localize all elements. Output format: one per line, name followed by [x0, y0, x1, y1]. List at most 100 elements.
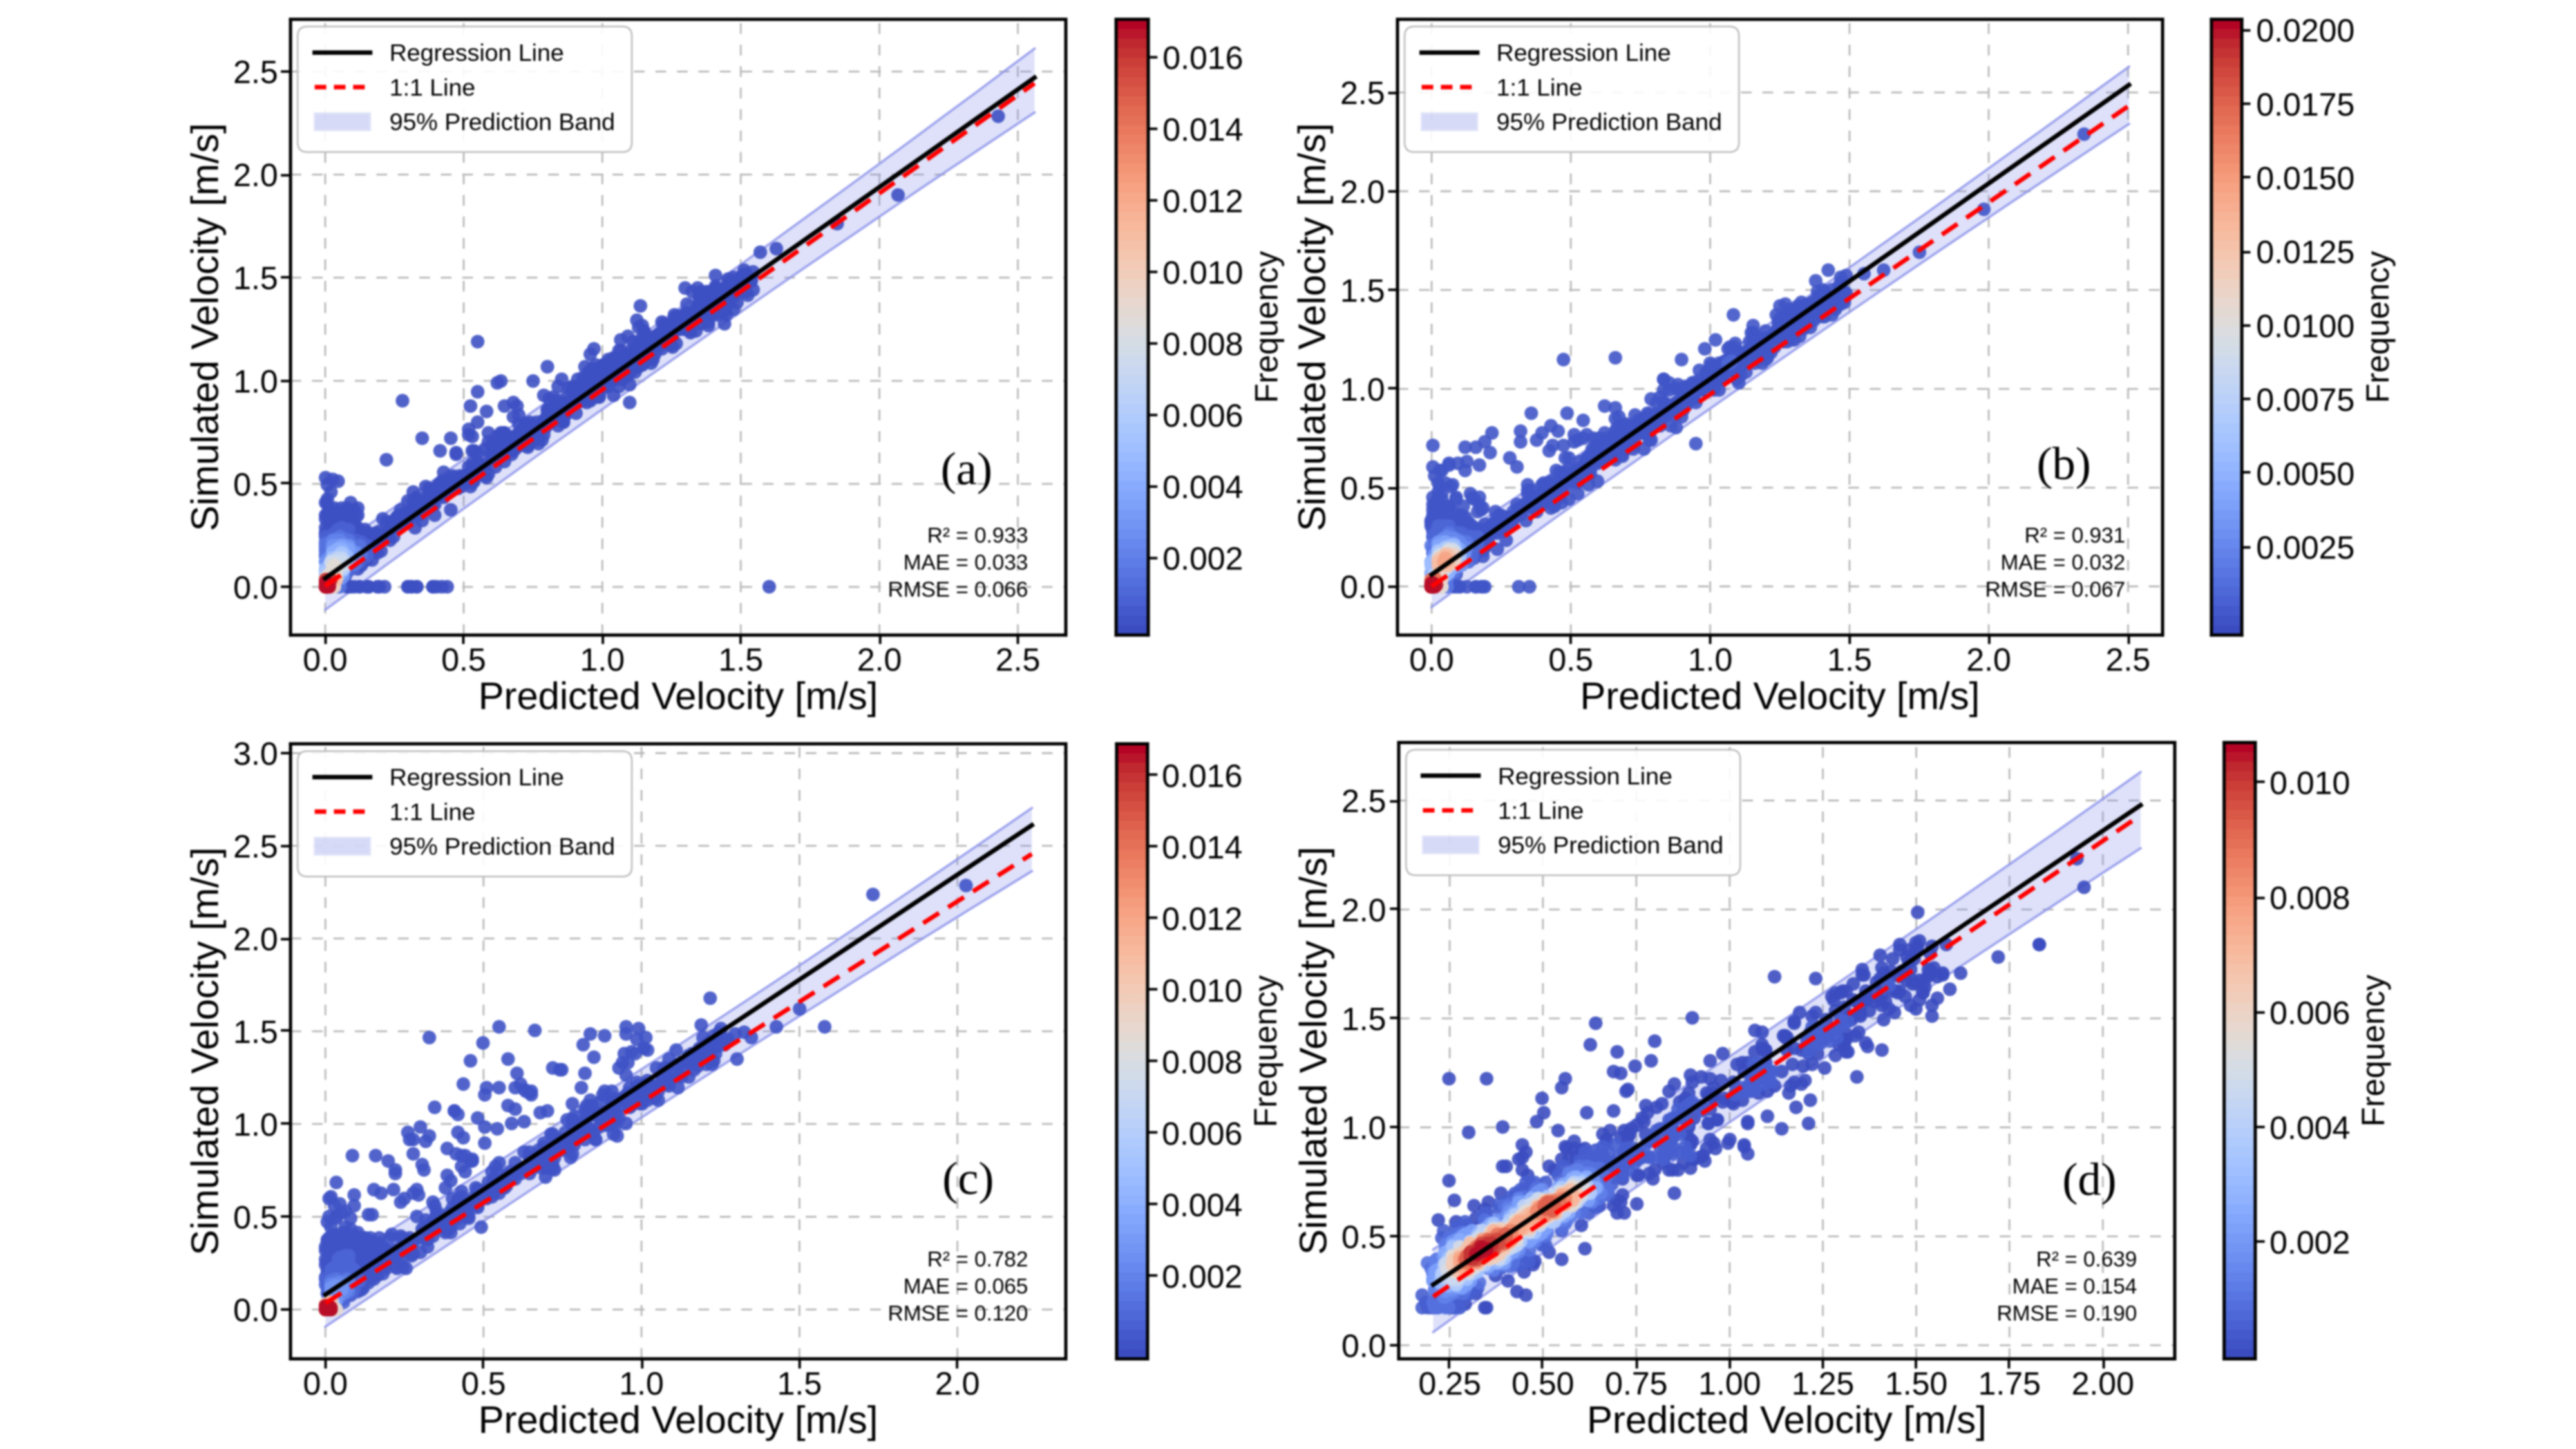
- svg-text:1.0: 1.0: [233, 1106, 278, 1142]
- svg-text:(a): (a): [941, 443, 992, 495]
- svg-text:2.00: 2.00: [2072, 1366, 2134, 1402]
- svg-text:1:1 Line: 1:1 Line: [1498, 797, 1584, 824]
- svg-text:Regression Line: Regression Line: [1497, 39, 1671, 66]
- svg-text:R² = 0.782: R² = 0.782: [927, 1248, 1028, 1272]
- svg-text:2.0: 2.0: [233, 922, 278, 958]
- svg-text:Regression Line: Regression Line: [390, 39, 564, 66]
- svg-text:Frequency: Frequency: [1247, 975, 1283, 1127]
- svg-text:Frequency: Frequency: [2355, 974, 2391, 1126]
- svg-text:2.0: 2.0: [233, 157, 278, 193]
- svg-text:1.00: 1.00: [1698, 1366, 1761, 1402]
- svg-text:0.004: 0.004: [2269, 1110, 2350, 1146]
- svg-text:2.0: 2.0: [1340, 174, 1385, 210]
- svg-text:0.5: 0.5: [1340, 470, 1385, 506]
- svg-text:RMSE = 0.067: RMSE = 0.067: [1985, 578, 2125, 602]
- svg-text:0.0: 0.0: [303, 642, 348, 678]
- svg-text:Simulated Velocity [m/s]: Simulated Velocity [m/s]: [184, 847, 227, 1255]
- svg-text:MAE = 0.154: MAE = 0.154: [2012, 1275, 2137, 1299]
- svg-text:1.0: 1.0: [1341, 1110, 1387, 1146]
- svg-text:1.0: 1.0: [580, 642, 625, 678]
- svg-text:3.0: 3.0: [233, 736, 278, 772]
- svg-text:1.5: 1.5: [1340, 273, 1385, 309]
- svg-text:0.0175: 0.0175: [2256, 86, 2354, 122]
- svg-text:RMSE = 0.190: RMSE = 0.190: [1997, 1302, 2137, 1325]
- svg-text:0.008: 0.008: [2269, 880, 2350, 916]
- svg-text:RMSE = 0.120: RMSE = 0.120: [888, 1302, 1028, 1326]
- svg-text:0.010: 0.010: [1162, 255, 1243, 291]
- svg-text:2.0: 2.0: [1341, 892, 1387, 928]
- svg-text:95% Prediction Band: 95% Prediction Band: [1498, 831, 1723, 858]
- svg-text:0.016: 0.016: [1162, 758, 1242, 794]
- svg-text:95% Prediction Band: 95% Prediction Band: [390, 833, 615, 860]
- svg-text:0.006: 0.006: [1162, 1116, 1242, 1152]
- svg-text:0.0150: 0.0150: [2256, 160, 2354, 196]
- svg-text:Predicted Velocity [m/s]: Predicted Velocity [m/s]: [478, 674, 878, 717]
- svg-text:2.0: 2.0: [1966, 642, 2011, 678]
- svg-text:0.010: 0.010: [2269, 765, 2350, 801]
- svg-text:(b): (b): [2037, 438, 2091, 489]
- svg-text:0.006: 0.006: [1162, 398, 1243, 434]
- svg-text:0.014: 0.014: [1162, 111, 1243, 147]
- svg-text:2.5: 2.5: [1341, 783, 1387, 819]
- svg-text:Frequency: Frequency: [1248, 251, 1284, 403]
- svg-text:0.0125: 0.0125: [2256, 234, 2354, 270]
- svg-text:2.5: 2.5: [2106, 642, 2151, 678]
- svg-text:0.002: 0.002: [1162, 541, 1243, 577]
- svg-text:MAE = 0.065: MAE = 0.065: [904, 1275, 1028, 1299]
- svg-text:0.0: 0.0: [1409, 642, 1454, 678]
- svg-text:0.0: 0.0: [1340, 569, 1385, 605]
- svg-text:0.0025: 0.0025: [2256, 529, 2354, 565]
- svg-text:(c): (c): [942, 1153, 994, 1204]
- svg-text:0.010: 0.010: [1162, 972, 1242, 1009]
- svg-text:0.0: 0.0: [233, 570, 278, 606]
- svg-text:MAE = 0.032: MAE = 0.032: [2001, 551, 2126, 575]
- svg-text:0.002: 0.002: [2269, 1225, 2350, 1261]
- svg-text:0.0075: 0.0075: [2256, 382, 2354, 418]
- svg-text:0.5: 0.5: [461, 1366, 506, 1402]
- svg-text:1:1 Line: 1:1 Line: [1497, 73, 1582, 100]
- svg-text:1.25: 1.25: [1792, 1366, 1854, 1402]
- svg-text:1:1 Line: 1:1 Line: [390, 73, 475, 100]
- svg-text:1.5: 1.5: [777, 1366, 822, 1402]
- svg-text:Predicted Velocity [m/s]: Predicted Velocity [m/s]: [1587, 1398, 1987, 1441]
- svg-text:2.0: 2.0: [857, 642, 902, 678]
- svg-text:0.008: 0.008: [1162, 1044, 1242, 1080]
- svg-text:(d): (d): [2062, 1154, 2116, 1206]
- svg-text:0.0050: 0.0050: [2256, 456, 2354, 492]
- svg-text:0.0200: 0.0200: [2256, 13, 2354, 49]
- svg-text:0.5: 0.5: [441, 642, 486, 678]
- svg-text:1.5: 1.5: [1827, 642, 1872, 678]
- svg-text:Simulated Velocity [m/s]: Simulated Velocity [m/s]: [184, 123, 227, 531]
- svg-text:MAE = 0.033: MAE = 0.033: [904, 551, 1028, 575]
- svg-text:Regression Line: Regression Line: [390, 764, 564, 791]
- svg-text:2.5: 2.5: [1340, 75, 1385, 111]
- svg-text:2.5: 2.5: [996, 642, 1041, 678]
- svg-text:1.5: 1.5: [233, 260, 278, 296]
- svg-text:1.0: 1.0: [1688, 642, 1733, 678]
- svg-text:R² = 0.931: R² = 0.931: [2025, 524, 2126, 548]
- svg-text:RMSE = 0.066: RMSE = 0.066: [888, 578, 1028, 602]
- svg-text:0.012: 0.012: [1162, 183, 1243, 219]
- svg-text:1.5: 1.5: [719, 642, 764, 678]
- svg-text:1.0: 1.0: [619, 1366, 664, 1402]
- svg-text:95% Prediction Band: 95% Prediction Band: [390, 108, 615, 135]
- svg-text:0.0: 0.0: [1341, 1328, 1387, 1364]
- svg-text:R² = 0.639: R² = 0.639: [2036, 1248, 2137, 1272]
- svg-text:1.0: 1.0: [233, 363, 278, 399]
- svg-text:0.016: 0.016: [1162, 40, 1243, 76]
- svg-text:Simulated Velocity [m/s]: Simulated Velocity [m/s]: [1291, 847, 1334, 1255]
- svg-text:Predicted Velocity [m/s]: Predicted Velocity [m/s]: [478, 1398, 878, 1441]
- svg-text:0.5: 0.5: [1548, 642, 1593, 678]
- svg-text:0.0: 0.0: [303, 1366, 348, 1402]
- svg-text:R² = 0.933: R² = 0.933: [927, 524, 1028, 548]
- svg-text:0.004: 0.004: [1162, 1188, 1242, 1224]
- svg-text:1.5: 1.5: [1341, 1001, 1387, 1037]
- svg-text:2.0: 2.0: [935, 1366, 980, 1402]
- svg-text:0.014: 0.014: [1162, 829, 1242, 866]
- svg-text:95% Prediction Band: 95% Prediction Band: [1497, 108, 1722, 135]
- svg-text:2.5: 2.5: [233, 828, 278, 864]
- svg-text:1.50: 1.50: [1885, 1366, 1947, 1402]
- svg-text:0.0: 0.0: [233, 1292, 278, 1328]
- svg-text:0.008: 0.008: [1162, 327, 1243, 363]
- svg-text:Predicted Velocity [m/s]: Predicted Velocity [m/s]: [1580, 674, 1980, 717]
